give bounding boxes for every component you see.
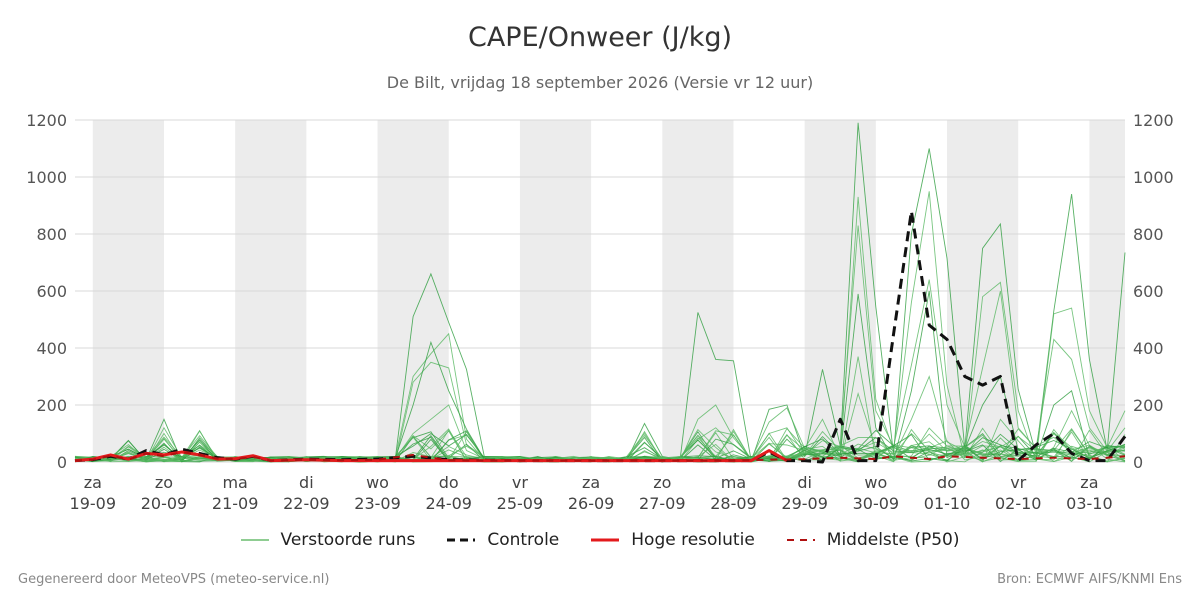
legend-swatch-high-res bbox=[591, 538, 620, 542]
legend-item-perturbed[interactable]: Verstoorde runs bbox=[240, 530, 416, 550]
y-tick-left-0: 0 bbox=[57, 453, 67, 472]
legend-label-perturbed: Verstoorde runs bbox=[280, 530, 416, 550]
y-tick-left-200: 200 bbox=[36, 396, 67, 415]
footer-source: Bron: ECMWF AIFS/KNMI Ens bbox=[997, 572, 1182, 587]
x-tick-date-2: 21-09 bbox=[212, 494, 259, 513]
legend-item-high-res[interactable]: Hoge resolutie bbox=[591, 530, 755, 550]
chart-subtitle: De Bilt, vrijdag 18 september 2026 (Vers… bbox=[386, 73, 814, 92]
x-tick-date-6: 25-09 bbox=[497, 494, 544, 513]
y-tick-right-800: 800 bbox=[1133, 225, 1164, 244]
y-tick-right-600: 600 bbox=[1133, 282, 1164, 301]
legend-item-median[interactable]: Middelste (P50) bbox=[786, 530, 960, 550]
x-tick-date-13: 02-10 bbox=[995, 494, 1042, 513]
y-tick-left-600: 600 bbox=[36, 282, 67, 301]
x-tick-day-8: zo bbox=[653, 473, 671, 492]
y-tick-right-1200: 1200 bbox=[1133, 111, 1174, 130]
x-tick-day-4: wo bbox=[366, 473, 389, 492]
x-tick-date-11: 30-09 bbox=[853, 494, 900, 513]
x-tick-date-8: 27-09 bbox=[639, 494, 686, 513]
x-tick-date-10: 29-09 bbox=[781, 494, 828, 513]
y-tick-left-400: 400 bbox=[36, 339, 67, 358]
x-tick-day-1: zo bbox=[155, 473, 173, 492]
x-tick-date-14: 03-10 bbox=[1066, 494, 1113, 513]
x-tick-date-7: 26-09 bbox=[568, 494, 615, 513]
x-tick-day-2: ma bbox=[222, 473, 247, 492]
x-tick-day-5: do bbox=[439, 473, 459, 492]
x-tick-day-3: di bbox=[299, 473, 314, 492]
legend-label-median: Middelste (P50) bbox=[826, 530, 960, 550]
x-tick-day-9: ma bbox=[721, 473, 746, 492]
x-tick-day-7: za bbox=[582, 473, 600, 492]
legend-item-control[interactable]: Controle bbox=[447, 530, 559, 550]
chart-legend: Verstoorde runs Controle Hoge resolutie … bbox=[0, 530, 1200, 550]
legend-swatch-median bbox=[786, 539, 815, 541]
y-tick-right-400: 400 bbox=[1133, 339, 1164, 358]
legend-swatch-control bbox=[447, 538, 476, 542]
legend-label-control: Controle bbox=[487, 530, 560, 550]
y-tick-left-1200: 1200 bbox=[26, 111, 67, 130]
x-tick-date-0: 19-09 bbox=[70, 494, 117, 513]
x-tick-day-11: wo bbox=[864, 473, 887, 492]
series-line-hoge-resolutie bbox=[74, 449, 788, 463]
footer-generator[interactable]: Gegenereerd door MeteoVPS (meteo-service… bbox=[18, 572, 330, 587]
y-tick-right-0: 0 bbox=[1133, 453, 1143, 472]
x-tick-day-0: za bbox=[84, 473, 102, 492]
x-tick-day-10: di bbox=[797, 473, 812, 492]
x-tick-date-12: 01-10 bbox=[924, 494, 971, 513]
y-tick-right-200: 200 bbox=[1133, 396, 1164, 415]
x-tick-date-9: 28-09 bbox=[710, 494, 757, 513]
legend-swatch-perturbed bbox=[240, 539, 269, 541]
x-tick-day-6: vr bbox=[512, 473, 528, 492]
y-tick-left-800: 800 bbox=[36, 225, 67, 244]
series-line-middelste-p50- bbox=[74, 451, 1126, 462]
x-tick-day-14: za bbox=[1080, 473, 1098, 492]
x-tick-date-3: 22-09 bbox=[283, 494, 330, 513]
x-tick-date-5: 24-09 bbox=[425, 494, 472, 513]
chart-title: CAPE/Onweer (J/kg) bbox=[467, 22, 732, 53]
x-tick-day-12: do bbox=[937, 473, 957, 492]
x-tick-day-13: vr bbox=[1010, 473, 1026, 492]
x-tick-date-1: 20-09 bbox=[141, 494, 188, 513]
y-tick-right-1000: 1000 bbox=[1133, 168, 1174, 187]
x-tick-date-4: 23-09 bbox=[354, 494, 401, 513]
perturbed-run-line-25 bbox=[74, 428, 1126, 463]
legend-label-high-res: Hoge resolutie bbox=[631, 530, 755, 550]
y-tick-left-1000: 1000 bbox=[26, 168, 67, 187]
